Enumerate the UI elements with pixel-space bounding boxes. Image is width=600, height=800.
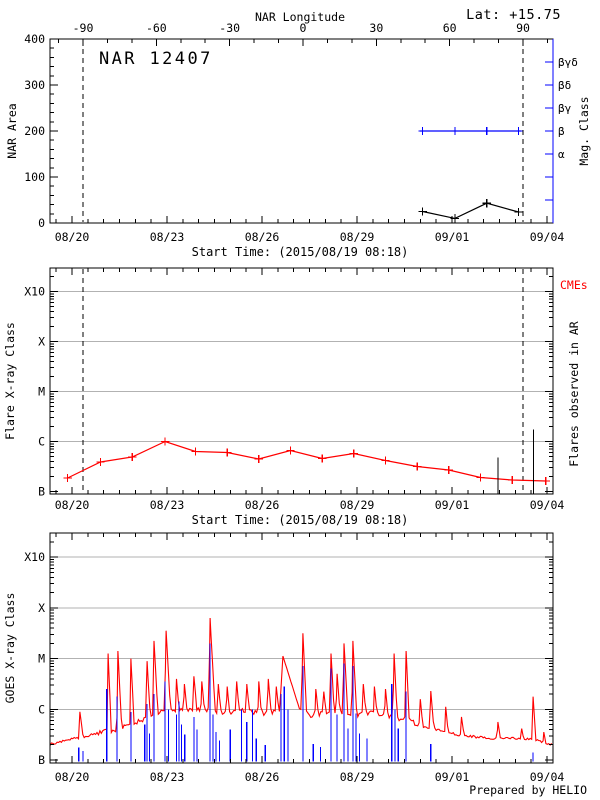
y-tick-label: 400: [24, 32, 45, 46]
y-tick-label: X10: [24, 285, 45, 299]
y-tick-label: C: [38, 702, 45, 716]
lon-tick-label: -90: [73, 21, 94, 35]
x-tick-label: 09/01: [435, 498, 470, 512]
x-tick-label: 08/29: [340, 770, 375, 784]
mag-tick-label: α: [558, 148, 565, 161]
flare-class-marker: [63, 473, 72, 483]
x-tick-label: 09/01: [435, 770, 470, 784]
x-tick-label: 08/20: [55, 230, 90, 244]
mag-tick-label: βδ: [558, 79, 571, 92]
y-tick-label: C: [38, 435, 45, 449]
y-tick-label: 0: [38, 216, 45, 230]
mag-tick-label: βγ: [558, 102, 572, 115]
latitude-label: Lat: +15.75: [466, 7, 561, 23]
flare-class-marker: [381, 456, 390, 465]
nar-area-series: [422, 202, 519, 220]
flare-class-marker: [317, 454, 327, 463]
y-tick-label: B: [38, 485, 45, 499]
flare-class-marker: [254, 454, 264, 464]
y-tick-label: 300: [24, 78, 45, 92]
start-time-label-top: Start Time: (2015/08/19 08:18): [191, 245, 409, 259]
flare-class-marker: [191, 447, 200, 456]
mag-tick-label: βγδ: [558, 56, 578, 69]
lon-tick-label: -30: [219, 21, 240, 35]
mag-class-marker: [514, 126, 523, 136]
flare-class-marker: [507, 475, 517, 485]
nar-area-marker: [482, 199, 492, 208]
page-title: NAR 12407: [99, 49, 213, 69]
x-tick-label: 08/29: [340, 230, 375, 244]
ylabel-goes-xray-class: GOES X-ray Class: [3, 593, 17, 704]
flare-class-marker: [286, 446, 295, 455]
lon-tick-label: -60: [146, 21, 167, 35]
flare-class-series: [67, 440, 546, 482]
flare-class-marker: [96, 457, 105, 467]
x-tick-label: 08/20: [55, 498, 90, 512]
lon-tick-label: 30: [369, 21, 383, 35]
flare-class-marker: [541, 476, 550, 486]
x-tick-label: 09/04: [530, 230, 565, 244]
x-tick-label: 09/04: [530, 770, 565, 784]
lon-tick-label: 0: [300, 21, 307, 35]
longitude-axis-title: NAR Longitude: [254, 10, 345, 24]
x-tick-label: 08/29: [340, 498, 375, 512]
cmes-label: CMEs: [560, 278, 588, 292]
flare-class-marker: [222, 448, 232, 457]
nar-area-marker: [418, 207, 427, 216]
mag-tick-label: β: [558, 125, 565, 138]
lon-tick-label: 60: [443, 21, 457, 35]
flare-class-marker: [160, 437, 170, 446]
mag-class-marker: [450, 126, 460, 136]
y-tick-label: B: [38, 753, 45, 767]
flare-class-marker: [349, 449, 359, 458]
y-tick-label: X: [38, 335, 45, 349]
prepared-by-credit: Prepared by HELIO: [469, 783, 587, 797]
x-tick-label: 09/04: [530, 498, 565, 512]
flare-class-marker: [476, 473, 485, 482]
x-tick-label: 08/26: [245, 230, 280, 244]
y-tick-label: 100: [24, 170, 45, 184]
panel-box-flare: [49, 267, 554, 495]
ylabel-flare-xray-class: Flare X-ray Class: [3, 322, 17, 440]
nar-area-marker: [514, 207, 523, 217]
y-tick-label: M: [38, 652, 45, 666]
y-tick-label: 200: [24, 124, 45, 138]
goes-xray-curve: [49, 617, 553, 746]
lon-tick-label: 90: [516, 21, 530, 35]
x-tick-label: 08/23: [150, 230, 185, 244]
mag-class-marker: [482, 126, 492, 136]
x-tick-label: 08/20: [55, 770, 90, 784]
x-tick-label: 08/23: [150, 770, 185, 784]
ylabel-mag-class: Mag. Class: [577, 96, 591, 165]
flare-class-marker: [444, 465, 454, 475]
panel-box-goes: [49, 532, 554, 764]
ylabel-nar-area: NAR Area: [5, 103, 19, 158]
x-tick-label: 08/26: [245, 770, 280, 784]
y-tick-label: X: [38, 601, 45, 615]
right-label-flares-observed-in-ar: Flares observed in AR: [567, 321, 581, 466]
x-tick-label: 09/01: [435, 230, 470, 244]
x-tick-label: 08/23: [150, 498, 185, 512]
start-time-label-middle: Start Time: (2015/08/19 08:18): [191, 513, 409, 527]
mag-class-marker: [418, 126, 427, 136]
x-tick-label: 08/26: [245, 498, 280, 512]
y-tick-label: X10: [24, 550, 45, 564]
flare-class-marker: [127, 452, 137, 462]
flare-class-marker: [412, 462, 422, 471]
y-tick-label: M: [38, 385, 45, 399]
